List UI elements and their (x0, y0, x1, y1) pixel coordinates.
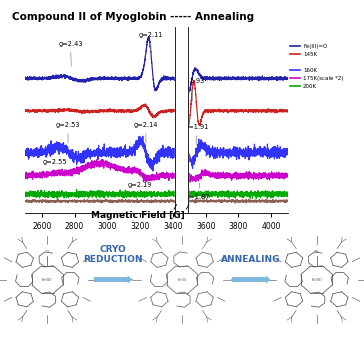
Text: g=2.55: g=2.55 (43, 159, 67, 171)
Text: g=2.14: g=2.14 (134, 122, 158, 143)
Text: g=2.43: g=2.43 (58, 41, 83, 66)
Text: Fe(III): Fe(III) (311, 277, 322, 282)
Text: g=2.19: g=2.19 (127, 174, 151, 188)
Text: Fe(II): Fe(II) (177, 277, 187, 282)
Text: OH: OH (314, 250, 319, 255)
Text: g=1.91: g=1.91 (185, 124, 209, 145)
Text: Magnetic Field [G]: Magnetic Field [G] (91, 211, 185, 220)
Text: g=1.87: g=1.87 (186, 183, 210, 200)
Text: g=2.11: g=2.11 (139, 32, 163, 52)
Text: ANNEALING: ANNEALING (221, 255, 281, 264)
Bar (175, 27, 188, 213)
Text: Compound II of Myoglobin ----- Annealing: Compound II of Myoglobin ----- Annealing (12, 12, 254, 23)
Legend: Fe(III)=O, 145K,  , 160K, 175K(scale *2), 200K: Fe(III)=O, 145K, , 160K, 175K(scale *2),… (290, 44, 344, 89)
Text: O: O (46, 250, 49, 255)
Text: g=2.53: g=2.53 (56, 122, 80, 143)
Text: Fe(III): Fe(III) (42, 277, 53, 282)
Text: CRYO
REDUCTION: CRYO REDUCTION (83, 245, 143, 264)
Text: g=1.93: g=1.93 (181, 78, 205, 101)
